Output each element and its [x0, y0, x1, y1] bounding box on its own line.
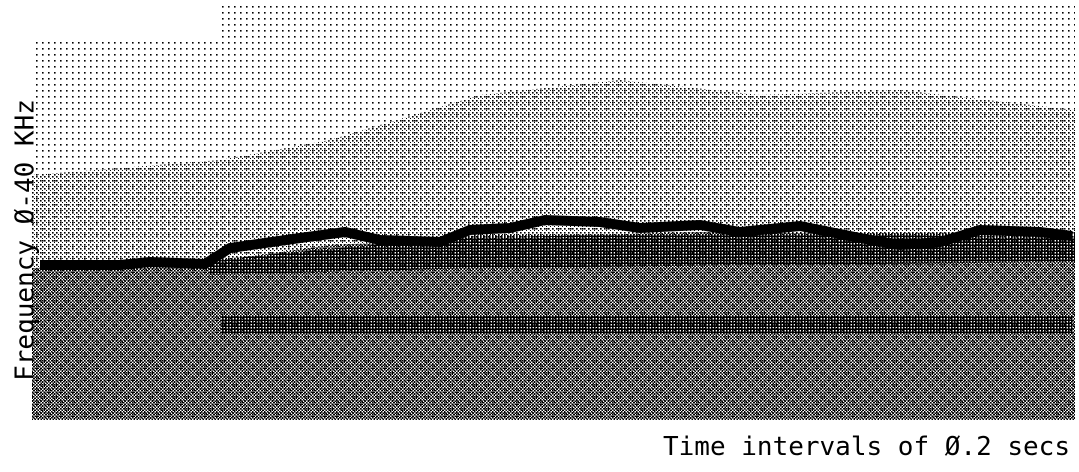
spectrogram-view: Frequency Ø-40 KHz Time intervals of Ø.2… — [0, 0, 1079, 472]
page: {"y_axis_label": "Frequency Ø-40 KHz", "… — [0, 0, 1079, 472]
y-axis-label: Frequency Ø-40 KHz — [11, 99, 41, 381]
harmonic-band-core — [222, 322, 1072, 328]
spectrogram — [32, 2, 1075, 420]
x-axis-label: Time intervals of Ø.2 secs — [663, 432, 1070, 462]
